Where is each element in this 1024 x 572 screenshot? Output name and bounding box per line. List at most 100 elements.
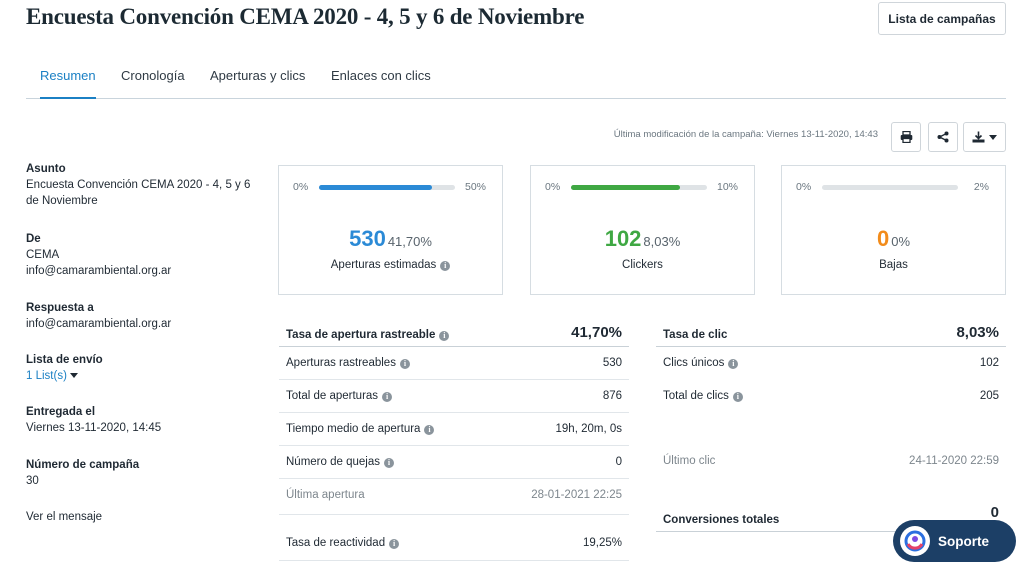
subject-value: Encuesta Convención CEMA 2020 - 4, 5 y 6… — [26, 179, 251, 207]
clickers-caption: Clickers — [622, 259, 663, 271]
row-label: Última apertura — [286, 489, 365, 501]
campaign-number-block: Número de campaña 30 — [26, 457, 262, 489]
table-row: Total de clics i 205 — [656, 380, 1006, 413]
row-value: 28-01-2021 22:25 — [531, 489, 622, 501]
tab-bar: Resumen Cronología Aperturas y clics Enl… — [26, 60, 1006, 99]
from-block: De CEMA info@camarambiental.org.ar — [26, 231, 262, 279]
click-rate-value: 8,03% — [956, 324, 999, 341]
caret-down-icon — [989, 134, 997, 140]
reply-to-label: Respuesta a — [26, 302, 94, 314]
row-label: Número de quejas — [286, 456, 380, 468]
row-label: Tiempo medio de apertura — [286, 423, 421, 435]
row-label: Clics únicos — [663, 357, 725, 369]
share-button[interactable] — [928, 122, 958, 152]
sent-date-value: Viernes 13-11-2020, 14:45 — [26, 422, 162, 434]
campaign-number-label: Número de campaña — [26, 459, 140, 471]
progress-min: 0% — [796, 181, 812, 193]
mailing-list-block: Lista de envío 1 List(s) — [26, 352, 262, 384]
sent-date-block: Entregada el Viernes 13-11-2020, 14:45 — [26, 404, 262, 436]
clickers-percent: 8,03% — [643, 234, 681, 249]
tab-aperturas-clics[interactable]: Aperturas y clics — [210, 68, 306, 83]
print-button[interactable] — [891, 122, 921, 152]
progress-track — [571, 185, 707, 190]
row-value: 0 — [990, 504, 999, 521]
info-icon[interactable]: i — [728, 359, 739, 369]
subject-block: Asunto Encuesta Convención CEMA 2020 - 4… — [26, 161, 262, 209]
mailing-list-label: Lista de envío — [26, 354, 103, 366]
row-value: 530 — [602, 357, 622, 369]
unsubscribes-count: 0 — [876, 226, 890, 251]
sent-date-label: Entregada el — [26, 406, 96, 418]
page-title: Encuesta Convención CEMA 2020 - 4, 5 y 6… — [26, 4, 585, 29]
campaign-list-button[interactable]: Lista de campañas — [878, 2, 1006, 35]
table-row: Último clic 24-11-2020 22:59 — [656, 445, 1006, 478]
table-row: Conversiones totales 0 — [656, 502, 1006, 532]
table-row: Número de quejas i 0 — [279, 446, 629, 479]
support-button[interactable]: Soporte — [893, 520, 1016, 562]
table-row: Aperturas rastreables i 530 — [279, 347, 629, 380]
opens-stats-table: Tasa de apertura rastreable i 41,70% Aper… — [279, 317, 629, 561]
info-icon[interactable]: i — [383, 458, 394, 468]
row-value: 24-11-2020 22:59 — [909, 455, 999, 467]
download-icon — [972, 131, 985, 143]
progress-max: 50% — [464, 181, 486, 193]
clickers-count: 102 — [604, 226, 642, 251]
row-value: 19,25% — [582, 537, 622, 549]
progress-track — [319, 185, 455, 190]
opens-caption: Aperturas estimadas — [330, 259, 437, 271]
info-icon[interactable]: i — [439, 331, 450, 341]
info-icon[interactable]: i — [399, 359, 410, 369]
table-row: Última apertura 28-01-2021 22:25 — [279, 479, 629, 515]
progress-max: 2% — [973, 181, 989, 193]
table-row: Tasa de clic 8,03% — [656, 317, 1006, 347]
clicks-stats-table: Tasa de clic 8,03% Clics únicos i 102 Tot… — [656, 317, 1006, 532]
tab-resumen[interactable]: Resumen — [40, 68, 96, 99]
download-button[interactable] — [963, 122, 1006, 152]
table-row: Total de aperturas i 876 — [279, 380, 629, 413]
row-value: 19h, 20m, 0s — [555, 423, 622, 435]
unsubscribes-caption: Bajas — [879, 259, 908, 271]
row-value: 0 — [615, 456, 622, 468]
progress-fill — [571, 185, 681, 190]
progress-track — [822, 185, 958, 190]
clickers-card: 0% 10% 102 8,03% Clickers — [530, 165, 755, 295]
info-icon[interactable]: i — [732, 392, 743, 402]
table-row: Tasa de reactividad i 19,25% — [279, 527, 629, 561]
reply-to-block: Respuesta a info@camarambiental.org.ar — [26, 300, 262, 332]
row-label: Total de clics — [663, 390, 729, 402]
open-rate-value: 41,70% — [571, 324, 622, 341]
row-label: Total de aperturas — [286, 390, 379, 402]
from-label: De — [26, 233, 41, 245]
info-icon[interactable]: i — [389, 539, 400, 549]
table-row: Tiempo medio de apertura i 19h, 20m, 0s — [279, 413, 629, 446]
tab-enlaces-clics[interactable]: Enlaces con clics — [331, 68, 431, 83]
caret-down-icon — [69, 373, 78, 378]
row-value: 876 — [602, 390, 622, 402]
row-label: Último clic — [663, 455, 716, 467]
progress-fill — [319, 185, 433, 190]
table-row: Tasa de apertura rastreable i 41,70% — [279, 317, 629, 347]
info-icon[interactable]: i — [440, 261, 451, 271]
unsubscribes-percent: 0% — [891, 234, 911, 249]
info-icon[interactable]: i — [424, 425, 435, 435]
open-rate-label: Tasa de apertura rastreable — [286, 329, 436, 341]
from-name: CEMA — [26, 249, 60, 261]
last-modified-text: Última modificación de la campaña: Viern… — [613, 129, 878, 140]
opens-count: 530 — [349, 226, 386, 251]
view-message-link[interactable]: Ver el mensaje — [26, 511, 103, 523]
tab-cronologia[interactable]: Cronología — [121, 68, 185, 83]
mailing-list-dropdown[interactable]: 1 List(s) — [26, 370, 78, 382]
progress-max: 10% — [716, 181, 738, 193]
row-label: Conversiones totales — [663, 514, 780, 526]
opens-percent: 41,70% — [387, 234, 432, 249]
progress-min: 0% — [545, 181, 561, 193]
share-icon — [937, 131, 949, 143]
support-label: Soporte — [938, 533, 990, 549]
subject-label: Asunto — [26, 163, 66, 175]
from-email: info@camarambiental.org.ar — [26, 265, 172, 277]
row-value: 205 — [979, 390, 999, 402]
info-icon[interactable]: i — [382, 392, 393, 402]
print-icon — [900, 131, 912, 143]
reply-to-email: info@camarambiental.org.ar — [26, 318, 172, 330]
table-row: Clics únicos i 102 — [656, 347, 1006, 380]
